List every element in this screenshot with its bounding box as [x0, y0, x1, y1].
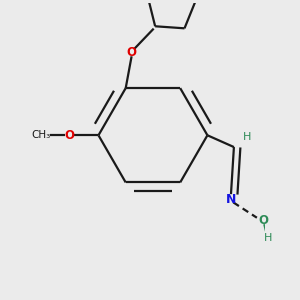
- Text: O: O: [127, 46, 136, 59]
- Text: H: H: [243, 132, 251, 142]
- Text: CH₃: CH₃: [32, 130, 51, 140]
- Text: O: O: [64, 129, 74, 142]
- Text: O: O: [258, 214, 268, 227]
- Text: N: N: [226, 193, 236, 206]
- Text: H: H: [264, 233, 272, 243]
